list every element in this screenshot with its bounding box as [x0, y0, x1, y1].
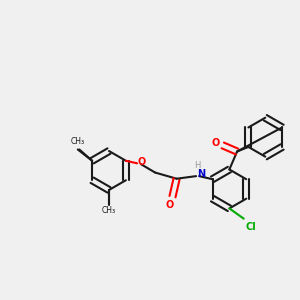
Text: O: O	[166, 200, 174, 210]
Text: CH₃: CH₃	[71, 137, 85, 146]
Text: Cl: Cl	[246, 222, 256, 232]
Text: H: H	[194, 161, 200, 170]
Text: O: O	[212, 138, 220, 148]
Text: CH₃: CH₃	[102, 206, 116, 215]
Text: N: N	[197, 169, 205, 178]
Text: O: O	[138, 157, 146, 167]
